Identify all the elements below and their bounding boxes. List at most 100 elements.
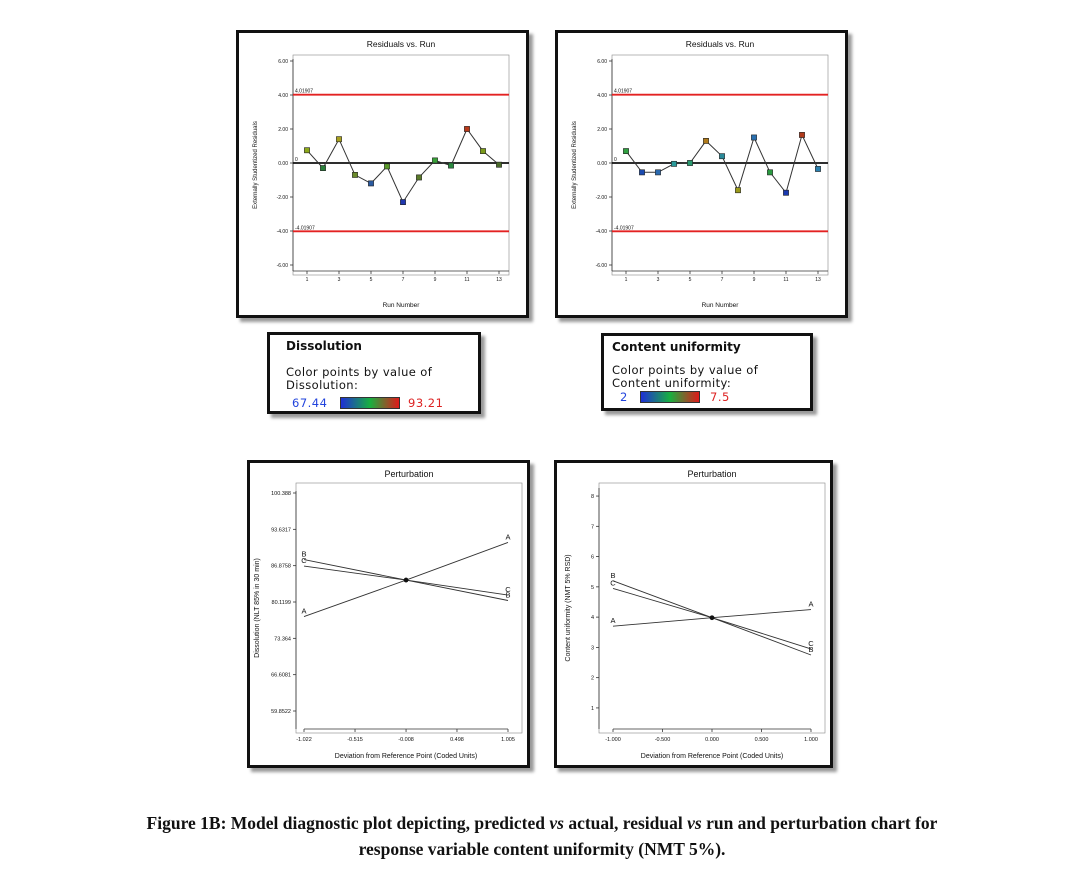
series-label-start: B xyxy=(301,550,306,559)
residual-point xyxy=(719,153,725,160)
residual-point xyxy=(352,172,358,178)
caption-line1: Figure 1B: Model diagnostic plot depicti… xyxy=(0,810,1084,836)
reference-point xyxy=(403,577,409,583)
y-tick-label: 4.00 xyxy=(278,93,288,99)
y-tick-label: 59.8522 xyxy=(271,709,291,715)
y-tick-label: 93.6317 xyxy=(271,527,291,533)
x-tick-label: 1.000 xyxy=(804,737,818,743)
legend-color-gradient xyxy=(640,391,700,403)
legend-min-value: 67.44 xyxy=(292,396,328,410)
residual-point xyxy=(304,147,310,154)
legend-description: Color points by value of Content uniform… xyxy=(612,364,758,390)
residuals-vs-run-dissolution-panel: Residuals vs. Run Run Number Externally St… xyxy=(236,30,529,318)
x-tick-label: -1.000 xyxy=(605,737,621,743)
zero-label: 0 xyxy=(295,157,298,163)
y-tick-label: 100.388 xyxy=(271,491,291,497)
y-tick-label: 0.00 xyxy=(278,161,288,167)
x-tick-label: 3 xyxy=(338,277,341,283)
y-axis-label: Externally Studentized Residuals xyxy=(253,121,259,209)
legend-description-line1: Color points by value of xyxy=(612,363,759,377)
x-tick-label: -0.515 xyxy=(347,737,363,743)
y-tick-label: 2 xyxy=(591,676,594,682)
y-tick-label: 86.8758 xyxy=(271,564,291,570)
residual-point xyxy=(336,136,342,143)
x-tick-label: 0.500 xyxy=(755,737,769,743)
x-tick-label: -1.022 xyxy=(296,737,312,743)
residual-point xyxy=(368,180,374,187)
series-label-end: C xyxy=(505,585,511,594)
plot-frame xyxy=(295,482,523,734)
zero-label: 0 xyxy=(614,157,617,163)
y-tick-label: -6.00 xyxy=(277,263,289,269)
series-label-start: A xyxy=(610,616,615,625)
series-label-start: C xyxy=(301,556,307,565)
x-tick-label: -0.500 xyxy=(655,737,671,743)
series-label-start: C xyxy=(610,578,616,587)
residual-point xyxy=(416,174,422,181)
residual-point xyxy=(480,148,486,154)
y-tick-label: 5 xyxy=(591,585,594,591)
perturbation-content-uniformity-panel: Perturbation Deviation from Reference Poi… xyxy=(554,460,833,768)
y-axis-label: Externally Studentized Residuals xyxy=(572,121,578,209)
upper-limit-label: 4.01907 xyxy=(614,89,632,95)
y-tick-label: 6.00 xyxy=(597,59,607,65)
x-tick-label: 1 xyxy=(306,277,309,283)
plot-frame xyxy=(292,54,510,276)
residual-point xyxy=(751,134,757,141)
y-tick-label: 4 xyxy=(591,615,594,621)
x-tick-label: -0.008 xyxy=(398,737,414,743)
caption-part1: Figure 1B: Model diagnostic plot depicti… xyxy=(146,813,550,833)
y-tick-label: 2.00 xyxy=(278,127,288,133)
x-tick-label: 1.005 xyxy=(501,737,515,743)
residual-point xyxy=(767,169,773,176)
chart-title: Perturbation xyxy=(384,469,433,479)
x-tick-label: 1 xyxy=(625,277,628,283)
plot-frame xyxy=(611,54,829,276)
residual-point xyxy=(623,148,629,154)
caption-part3: run and perturbation chart for xyxy=(701,813,938,833)
x-tick-label: 7 xyxy=(402,277,405,283)
lower-limit-label: -4.01907 xyxy=(614,225,634,231)
residual-point xyxy=(783,189,789,196)
y-tick-label: 66.6081 xyxy=(271,673,291,679)
residual-point xyxy=(815,166,821,172)
series-label-end: A xyxy=(505,532,510,541)
y-axis-label: Dissolution (NLT 85% in 30 min) xyxy=(254,558,261,658)
y-tick-label: 0.00 xyxy=(597,161,607,167)
residuals-vs-run-content-uniformity-chart: Residuals vs. Run Run Number Externally St… xyxy=(572,39,829,309)
x-tick-label: 13 xyxy=(815,277,821,283)
x-axis-label: Deviation from Reference Point (Coded Un… xyxy=(335,753,477,760)
y-axis-label: Content uniformity (NMT 5% RSD) xyxy=(565,554,572,661)
x-axis-label: Run Number xyxy=(383,302,421,309)
x-tick-label: 0.498 xyxy=(450,737,464,743)
legend-description-line2: Content uniformity: xyxy=(612,376,732,390)
legend-description-line1: Color points by value of xyxy=(286,365,433,379)
x-tick-label: 9 xyxy=(753,277,756,283)
residuals-vs-run-content-uniformity-panel: Residuals vs. Run Run Number Externally St… xyxy=(555,30,848,318)
legend-title: Dissolution xyxy=(286,339,362,353)
residual-point xyxy=(464,126,470,132)
y-tick-label: -2.00 xyxy=(277,195,289,201)
lower-limit-label: -4.01907 xyxy=(295,225,315,231)
y-tick-label: 6 xyxy=(591,555,594,561)
caption-vs1: vs xyxy=(549,813,564,833)
y-tick-label: -4.00 xyxy=(277,229,289,235)
legend-max-value: 93.21 xyxy=(408,396,444,410)
y-tick-label: 1 xyxy=(591,706,594,712)
series-label-end: C xyxy=(808,639,814,648)
residual-point xyxy=(496,161,502,168)
residuals-vs-run-dissolution-chart: Residuals vs. Run Run Number Externally St… xyxy=(253,39,510,309)
figure-caption: Figure 1B: Model diagnostic plot depicti… xyxy=(0,810,1084,862)
series-label-start: B xyxy=(610,571,615,580)
legend-description-line2: Dissolution: xyxy=(286,378,359,392)
legend-description: Color points by value of Dissolution: xyxy=(286,366,432,392)
perturbation-dissolution-chart: Perturbation Deviation from Reference Poi… xyxy=(254,469,523,760)
residual-point xyxy=(799,132,805,138)
x-tick-label: 0.000 xyxy=(705,737,719,743)
residual-point xyxy=(703,138,709,144)
caption-line2: response variable content uniformity (NM… xyxy=(358,839,726,859)
x-tick-label: 11 xyxy=(464,277,469,283)
upper-limit-label: 4.01907 xyxy=(295,89,313,95)
chart-title: Residuals vs. Run xyxy=(686,39,755,49)
x-tick-label: 7 xyxy=(721,277,724,283)
